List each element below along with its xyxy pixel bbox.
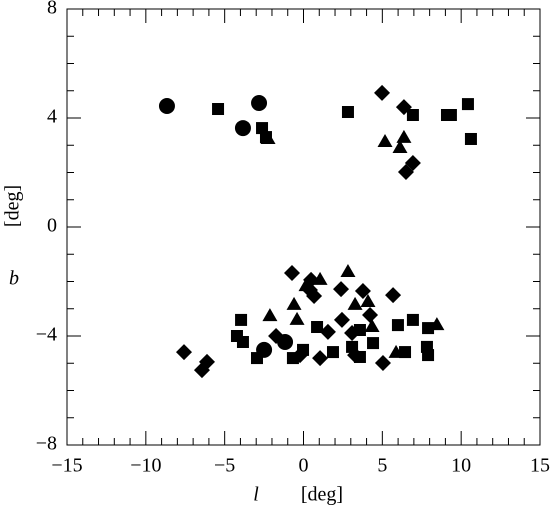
triangle-point (286, 296, 302, 310)
diamond-point (347, 347, 364, 364)
square-point (235, 313, 248, 326)
y-label-unit: [deg] (2, 185, 24, 227)
diamond-point (354, 283, 371, 300)
square-point (212, 103, 225, 116)
diamond-point (333, 281, 350, 298)
circle-point (158, 98, 175, 115)
square-point (461, 98, 474, 111)
y-tick-label: −4 (36, 324, 57, 346)
triangle-point (260, 130, 276, 144)
square-point (326, 346, 339, 359)
diamond-point (193, 362, 210, 379)
square-point (256, 122, 269, 135)
triangle-point (347, 296, 363, 310)
x-tick-label: 0 (299, 455, 309, 477)
square-point (406, 313, 419, 326)
diamond-point (374, 84, 391, 101)
square-point (341, 106, 354, 119)
triangle-point (396, 129, 412, 143)
y-tick-label: 0 (47, 215, 57, 237)
diamond-point (175, 344, 192, 361)
diamond-point (292, 347, 309, 364)
triangle-point (340, 263, 356, 277)
x-tick-label: −15 (51, 455, 82, 477)
x-tick-label: −10 (130, 455, 161, 477)
triangle-point (388, 344, 404, 358)
square-point (311, 321, 324, 334)
y-tick-label: 8 (47, 0, 57, 19)
diamond-point (303, 271, 320, 288)
diamond-point (319, 323, 336, 340)
triangle-point (377, 133, 393, 147)
y-tick-label: 4 (47, 106, 57, 128)
triangle-point (429, 317, 445, 331)
x-label-symbol: l (253, 484, 259, 506)
plot-frame (66, 8, 541, 446)
square-point (399, 346, 412, 359)
triangle-point (392, 139, 408, 153)
diamond-point (301, 281, 318, 298)
square-point (391, 319, 404, 332)
diamond-point (374, 354, 391, 371)
diamond-point (344, 325, 361, 342)
diamond-point (397, 163, 414, 180)
diamond-point (362, 307, 379, 324)
y-label-symbol: b (9, 268, 19, 290)
diamond-point (385, 287, 402, 304)
diamond-point (395, 99, 412, 116)
square-point (444, 109, 457, 122)
triangle-point (364, 319, 380, 333)
x-tick-label: −5 (214, 455, 235, 477)
triangle-point (262, 308, 278, 322)
x-label-unit: [deg] (301, 484, 343, 506)
square-point (250, 352, 263, 365)
square-point (367, 337, 380, 350)
diamond-point (312, 350, 329, 367)
y-tick-label: −8 (36, 433, 57, 455)
square-point (420, 340, 433, 353)
square-point (236, 335, 249, 348)
x-tick-label: 10 (451, 455, 471, 477)
triangle-point (289, 311, 305, 325)
triangle-point (360, 293, 376, 307)
square-point (406, 109, 419, 122)
diamond-point (268, 328, 285, 344)
square-point (422, 322, 435, 335)
x-tick-label: 5 (377, 455, 387, 477)
x-tick-label: 15 (530, 455, 550, 477)
diamond-point (333, 311, 350, 328)
diamond-point (283, 265, 300, 282)
circle-point (234, 120, 251, 137)
square-point (464, 132, 477, 145)
circle-point (251, 95, 268, 112)
